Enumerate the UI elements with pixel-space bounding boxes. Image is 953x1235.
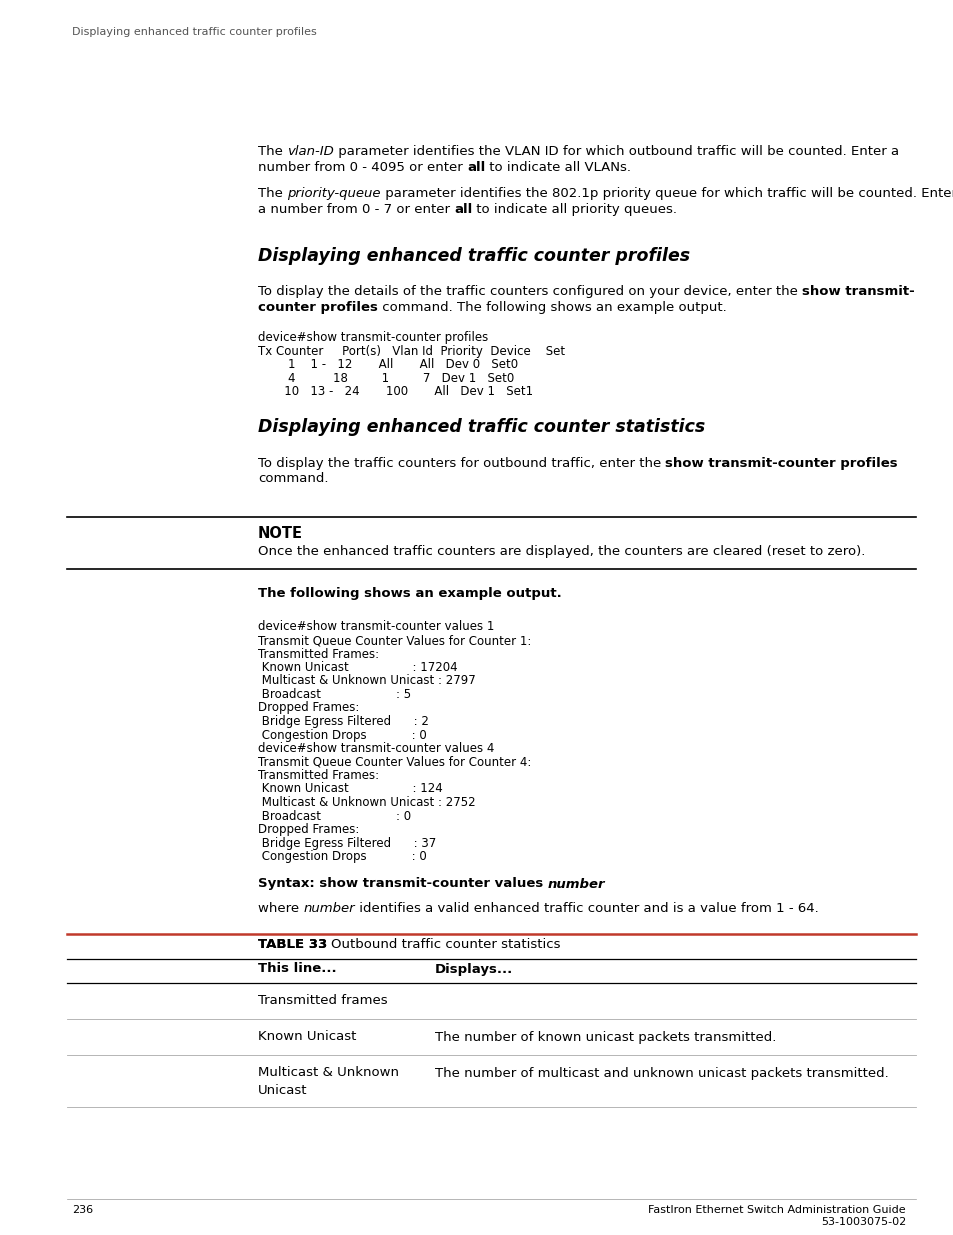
Text: counter profiles: counter profiles	[257, 301, 377, 314]
Text: The following shows an example output.: The following shows an example output.	[257, 587, 561, 599]
Text: Displaying enhanced traffic counter statistics: Displaying enhanced traffic counter stat…	[257, 419, 704, 436]
Text: Tx Counter     Port(s)   Vlan Id  Priority  Device    Set: Tx Counter Port(s) Vlan Id Priority Devi…	[257, 345, 564, 357]
Text: 236: 236	[71, 1205, 93, 1215]
Text: Dropped Frames:: Dropped Frames:	[257, 701, 359, 715]
Text: TABLE 33: TABLE 33	[257, 939, 327, 951]
Text: vlan-ID: vlan-ID	[287, 144, 334, 158]
Text: The: The	[257, 144, 287, 158]
Text: command. The following shows an example output.: command. The following shows an example …	[377, 301, 726, 314]
Text: Dropped Frames:: Dropped Frames:	[257, 823, 359, 836]
Text: This line...: This line...	[257, 962, 336, 976]
Text: 10   13 -   24       100       All   Dev 1   Set1: 10 13 - 24 100 All Dev 1 Set1	[257, 385, 533, 398]
Text: number: number	[547, 878, 605, 890]
Text: Displays...: Displays...	[435, 962, 513, 976]
Text: Multicast & Unknown Unicast : 2752: Multicast & Unknown Unicast : 2752	[257, 797, 476, 809]
Text: device#show transmit-counter values 1: device#show transmit-counter values 1	[257, 620, 494, 634]
Text: Transmitted frames: Transmitted frames	[257, 994, 387, 1008]
Text: Known Unicast                 : 17204: Known Unicast : 17204	[257, 661, 457, 674]
Text: Transmit Queue Counter Values for Counter 1:: Transmit Queue Counter Values for Counte…	[257, 634, 531, 647]
Text: Known Unicast: Known Unicast	[257, 1030, 356, 1044]
Text: show transmit-counter profiles: show transmit-counter profiles	[665, 457, 897, 469]
Text: Displaying enhanced traffic counter profiles: Displaying enhanced traffic counter prof…	[257, 247, 689, 266]
Text: command.: command.	[257, 473, 328, 485]
Text: Transmitted Frames:: Transmitted Frames:	[257, 647, 378, 661]
Text: all: all	[467, 161, 485, 174]
Text: Multicast & Unknown Unicast : 2797: Multicast & Unknown Unicast : 2797	[257, 674, 476, 688]
Text: device#show transmit-counter profiles: device#show transmit-counter profiles	[257, 331, 488, 345]
Text: Congestion Drops            : 0: Congestion Drops : 0	[257, 850, 426, 863]
Text: The number of known unicast packets transmitted.: The number of known unicast packets tran…	[435, 1030, 776, 1044]
Text: Syntax: show transmit-counter values: Syntax: show transmit-counter values	[257, 878, 547, 890]
Text: NOTE: NOTE	[257, 526, 303, 541]
Text: a number from 0 - 7 or enter: a number from 0 - 7 or enter	[257, 203, 454, 216]
Text: parameter identifies the 802.1p priority queue for which traffic will be counted: parameter identifies the 802.1p priority…	[380, 186, 953, 200]
Text: all: all	[454, 203, 472, 216]
Text: Broadcast                    : 5: Broadcast : 5	[257, 688, 411, 701]
Text: Broadcast                    : 0: Broadcast : 0	[257, 809, 411, 823]
Text: Known Unicast                 : 124: Known Unicast : 124	[257, 783, 442, 795]
Text: priority-queue: priority-queue	[287, 186, 380, 200]
Text: to indicate all VLANs.: to indicate all VLANs.	[485, 161, 631, 174]
Text: number: number	[303, 902, 355, 914]
Text: show transmit-: show transmit-	[801, 285, 914, 298]
Text: identifies a valid enhanced traffic counter and is a value from 1 - 64.: identifies a valid enhanced traffic coun…	[355, 902, 818, 914]
Text: TABLE 33: TABLE 33	[257, 939, 327, 951]
Text: device#show transmit-counter values 4: device#show transmit-counter values 4	[257, 742, 494, 755]
Text: The: The	[257, 186, 287, 200]
Text: FastIron Ethernet Switch Administration Guide: FastIron Ethernet Switch Administration …	[648, 1205, 905, 1215]
Text: 53-1003075-02: 53-1003075-02	[820, 1216, 905, 1228]
Text: Outbound traffic counter statistics: Outbound traffic counter statistics	[331, 939, 560, 951]
Text: Displaying enhanced traffic counter profiles: Displaying enhanced traffic counter prof…	[71, 27, 316, 37]
Text: Bridge Egress Filtered      : 37: Bridge Egress Filtered : 37	[257, 836, 436, 850]
Text: To display the details of the traffic counters configured on your device, enter : To display the details of the traffic co…	[257, 285, 801, 298]
Text: Bridge Egress Filtered      : 2: Bridge Egress Filtered : 2	[257, 715, 429, 727]
Text: where: where	[257, 902, 303, 914]
Text: to indicate all priority queues.: to indicate all priority queues.	[472, 203, 677, 216]
Text: 4          18         1         7   Dev 1   Set0: 4 18 1 7 Dev 1 Set0	[257, 372, 514, 384]
Text: Multicast & Unknown
Unicast: Multicast & Unknown Unicast	[257, 1067, 398, 1098]
Text: number from 0 - 4095 or enter: number from 0 - 4095 or enter	[257, 161, 467, 174]
Text: Congestion Drops            : 0: Congestion Drops : 0	[257, 729, 426, 741]
Text: The number of multicast and unknown unicast packets transmitted.: The number of multicast and unknown unic…	[435, 1067, 888, 1079]
Text: Transmitted Frames:: Transmitted Frames:	[257, 769, 378, 782]
Text: parameter identifies the VLAN ID for which outbound traffic will be counted. Ent: parameter identifies the VLAN ID for whi…	[334, 144, 898, 158]
Text: Once the enhanced traffic counters are displayed, the counters are cleared (rese: Once the enhanced traffic counters are d…	[257, 545, 864, 557]
Text: To display the traffic counters for outbound traffic, enter the: To display the traffic counters for outb…	[257, 457, 665, 469]
Text: 1    1 -   12       All       All   Dev 0   Set0: 1 1 - 12 All All Dev 0 Set0	[257, 358, 517, 370]
Text: Transmit Queue Counter Values for Counter 4:: Transmit Queue Counter Values for Counte…	[257, 756, 531, 768]
